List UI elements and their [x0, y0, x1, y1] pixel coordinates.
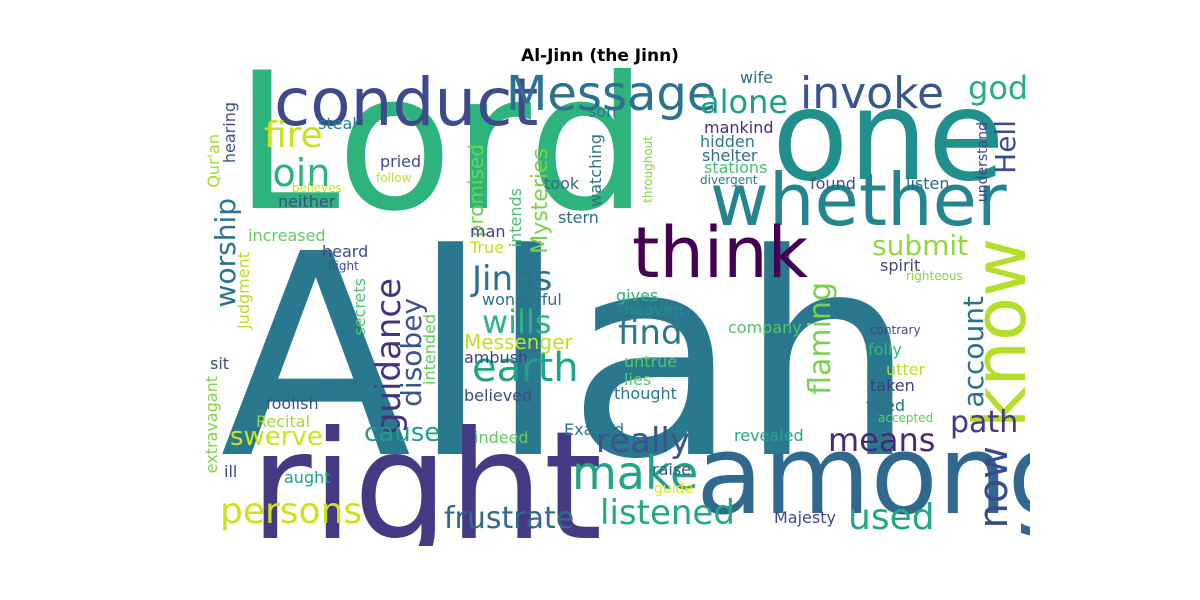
word-flaming: flaming — [803, 282, 838, 395]
word-invoke: invoke — [800, 68, 945, 119]
word-messenger: Messenger — [464, 330, 573, 354]
word-stern: stern — [558, 208, 599, 227]
word-lord: Lord — [234, 68, 649, 253]
word-thought: thought — [614, 384, 677, 403]
word-son: son — [588, 102, 617, 121]
word-understand: understand — [975, 122, 991, 203]
word-pried: pried — [380, 152, 422, 171]
chart-title: Al-Jinn (the Jinn) — [521, 46, 679, 66]
word-make: make — [572, 446, 699, 500]
word-lies: lies — [624, 370, 652, 389]
word-filled: filled — [866, 396, 905, 415]
word-righteous: righteous — [906, 269, 963, 283]
word-god: god — [968, 69, 1029, 107]
word-raise: raise — [652, 460, 692, 479]
word-secrets: secrets — [350, 278, 369, 336]
word-right: right — [250, 400, 603, 546]
word-really: really — [596, 421, 690, 461]
word-taken: taken — [870, 376, 915, 395]
word-neither: neither — [278, 192, 336, 211]
word-frustrate: frustrate — [444, 501, 575, 536]
word-mankind: mankind — [704, 118, 774, 137]
word-cloud: AllahLordonerightamongwhetherconductknow… — [200, 68, 1030, 546]
word-heard: heard — [322, 242, 369, 261]
word-now: now — [971, 446, 1017, 529]
word-judgment: Judgment — [234, 252, 253, 330]
word-contrary: contrary — [870, 323, 921, 337]
word-heaven: heaven — [624, 300, 684, 319]
word-swerve: swerve — [230, 422, 323, 452]
word-find: find — [618, 313, 683, 353]
word-persons: persons — [220, 491, 363, 532]
word-believes: believes — [292, 181, 342, 195]
word-intended: intended — [420, 314, 439, 385]
word-majesty: Majesty — [774, 508, 836, 527]
word-increased: increased — [248, 226, 326, 245]
word-hell: Hell — [989, 120, 1022, 174]
word-wills: wills — [482, 303, 552, 341]
word-steal: steal — [318, 114, 357, 133]
word-indeed: indeed — [474, 428, 529, 447]
word-ill: ill — [224, 462, 238, 481]
word-revealed: revealed — [734, 426, 804, 445]
word-means: means — [828, 421, 936, 459]
word-earth: earth — [472, 345, 579, 391]
word-allah: Allah — [220, 195, 917, 521]
word-company: company — [728, 318, 802, 337]
word-path: path — [950, 405, 1019, 440]
word-believed: believed — [464, 386, 533, 405]
word-recital: Recital — [256, 412, 311, 431]
word-stations: stations — [704, 158, 768, 177]
word-account: account — [957, 296, 990, 408]
word-conduct: conduct — [274, 68, 539, 141]
word-intends: intends — [506, 188, 525, 248]
word-listen: listen — [906, 174, 950, 193]
word-spirit: spirit — [880, 256, 921, 275]
word-guide: guide — [654, 481, 694, 497]
word-divergent: divergent — [700, 173, 758, 187]
word-whether: whether — [710, 158, 1007, 242]
word-one: one — [772, 68, 1005, 209]
word-took: took — [544, 174, 580, 193]
word-extravagant: extravagant — [202, 376, 221, 474]
word-message: Message — [506, 68, 717, 122]
word-folly: folly — [868, 340, 902, 359]
word-wife: wife — [740, 68, 774, 87]
word-hearing: hearing — [220, 102, 239, 164]
word-flight: flight — [328, 259, 359, 273]
word-aught: aught — [284, 468, 331, 487]
word-ambush: ambush — [464, 348, 529, 367]
word-listened: listened — [600, 493, 735, 533]
word-think: think — [632, 212, 809, 294]
word-exalted: Exalted — [564, 420, 625, 439]
word-wonderful: wonderful — [482, 290, 562, 309]
word-fire: fire — [264, 115, 323, 156]
word-join: join — [262, 151, 331, 195]
word-watching: watching — [586, 134, 605, 207]
word-submit: submit — [872, 229, 969, 262]
word-sit: sit — [210, 354, 230, 373]
word-gives: gives — [616, 286, 659, 305]
word-found: found — [810, 174, 856, 193]
word-follow: follow — [376, 171, 412, 185]
word-shelter: shelter — [702, 146, 758, 165]
word-utter: utter — [886, 360, 926, 379]
word-jinns: Jinns — [472, 259, 553, 299]
word-among: among — [696, 411, 1030, 539]
word-untrue: untrue — [624, 352, 678, 371]
word-accepted: accepted — [878, 411, 934, 425]
word-true: True — [470, 238, 504, 257]
word-used: used — [848, 497, 935, 538]
word-man: man — [470, 222, 506, 241]
word-alone: alone — [700, 83, 789, 121]
word-mysteries: Mysteries — [528, 148, 553, 254]
word-foolish: foolish — [266, 394, 319, 413]
word-cause: cause — [364, 418, 441, 448]
word-throughout: throughout — [641, 136, 655, 203]
word-guards: guards — [324, 374, 379, 393]
word-hidden: hidden — [700, 132, 755, 151]
